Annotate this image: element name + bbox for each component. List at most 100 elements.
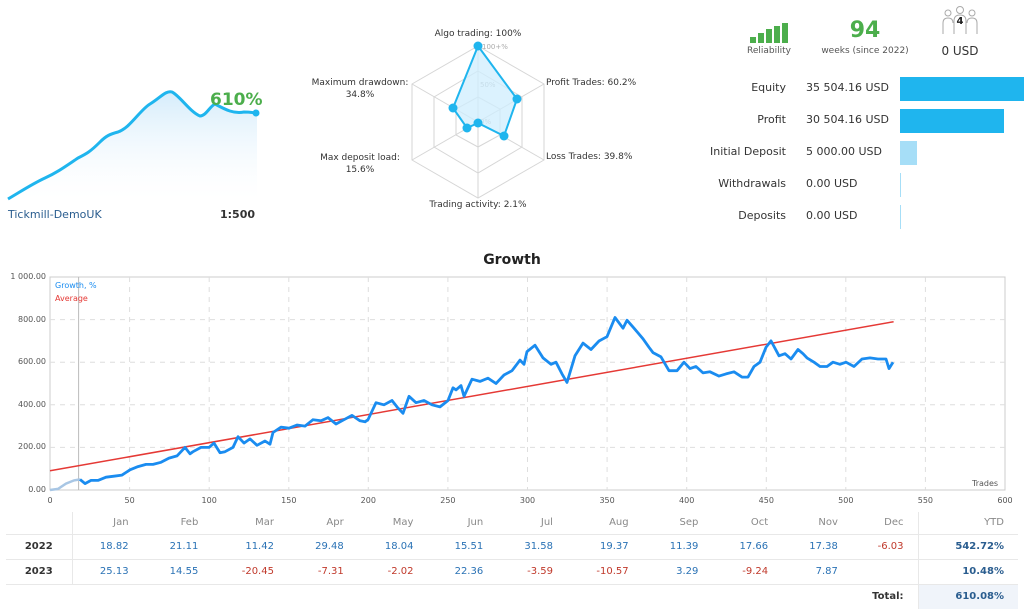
financial-label: Withdrawals [718,177,786,190]
month-cell[interactable]: 3.29 [642,558,713,584]
x-tick: 500 [838,496,854,505]
financial-value: 5 000.00 USD [806,145,882,158]
month-cell[interactable]: 14.55 [142,558,213,584]
column-header: Apr [326,517,344,529]
growth-chart[interactable]: Growth, % Average 1 000.00 800.00 600.00… [0,270,1024,510]
financial-row-withdrawals: Withdrawals 0.00 USD [700,173,1024,197]
month-cell[interactable]: 18.04 [357,533,428,559]
weeks-label: weeks (since 2022) [821,46,909,56]
total-value: 610.08% [917,583,1018,609]
year-cell: 2023 [6,558,73,584]
month-cell[interactable]: -3.59 [497,558,567,584]
financial-bar-equity [900,77,1024,101]
radar-label-max-deposit-load-value: 15.6% [345,165,375,175]
column-header-ytd: YTD [917,512,1018,534]
x-tick: 200 [360,496,376,505]
subscribers-icon [942,6,978,34]
month-cell[interactable]: 15.51 [427,533,498,559]
column-header: Oct [750,517,769,529]
radar-chart: 100+% 50% 0% Algo trading: 100% Profit T… [300,20,650,220]
reliability-label: Reliability [747,46,791,56]
mini-growth-sparkline [7,90,260,201]
month-cell[interactable]: -9.24 [712,558,783,584]
month-cell[interactable]: -10.57 [566,558,643,584]
y-tick: 400.00 [18,400,46,409]
month-cell [851,558,918,584]
financial-bar-withdrawals [900,173,901,197]
financial-row-deposits: Deposits 0.00 USD [700,205,1024,229]
month-cell[interactable]: 21.11 [142,533,213,559]
financial-label: Profit [757,113,786,126]
legend-growth[interactable]: Growth, % [55,281,97,290]
weeks-value: 94 [849,18,881,43]
month-cell[interactable]: -7.31 [287,558,358,584]
financial-value: 0.00 USD [806,209,858,222]
x-tick: 450 [758,496,774,505]
subscribers-value: 0 USD [941,44,979,58]
monthly-returns-table: Jan Feb Mar Apr May Jun Jul Aug Sep Oct … [6,512,1018,609]
legend-average[interactable]: Average [55,294,88,303]
table-row-2022: 2022 18.82 21.11 11.42 29.48 18.04 15.51… [6,533,1018,559]
month-cell[interactable]: 22.36 [427,558,498,584]
column-header: Sep [679,517,699,529]
financial-value: 35 504.16 USD [806,81,889,94]
mini-endpoint-dot [252,109,260,117]
broker-server-name[interactable]: Tickmill-DemoUK [8,208,102,221]
ytd-cell: 542.72% [917,533,1018,559]
month-cell[interactable]: -20.45 [212,558,288,584]
month-cell[interactable]: 29.48 [287,533,358,559]
month-cell[interactable]: 31.58 [497,533,567,559]
month-cell[interactable]: -2.02 [357,558,428,584]
financial-label: Deposits [738,209,786,222]
reliability-bars-icon [750,23,788,43]
month-cell[interactable]: 18.82 [72,533,143,559]
month-cell[interactable]: 17.38 [782,533,852,559]
month-cell[interactable]: 7.87 [782,558,852,584]
y-tick: 0.00 [28,485,46,494]
month-cell[interactable]: 11.42 [212,533,288,559]
growth-chart-svg [49,276,1006,492]
month-cell[interactable]: 17.66 [712,533,783,559]
column-header: Feb [180,517,199,529]
x-tick: 0 [47,496,53,505]
financial-bar-initial-deposit [900,141,917,165]
month-cell[interactable]: 25.13 [72,558,143,584]
ytd-cell: 10.48% [917,558,1018,584]
column-header: May [392,517,414,529]
radar-chart-svg: 100+% 50% 0% [411,41,545,199]
column-header: Mar [255,517,274,529]
x-axis-label: Trades [972,479,999,488]
radar-label-max-deposit-load: Max deposit load: 15.6% [310,152,410,176]
financial-row-profit: Profit 30 504.16 USD [700,109,1024,133]
financial-row-initial-deposit: Initial Deposit 5 000.00 USD [700,141,1024,165]
total-label: Total: [6,583,918,609]
mini-growth-percent: 610% [210,90,263,110]
month-cell[interactable]: -6.03 [851,533,918,559]
x-tick: 100 [201,496,217,505]
growth-line-pre-history [49,478,81,492]
financial-label: Equity [751,81,786,94]
mini-growth-widget[interactable]: 610% Tickmill-DemoUK 1:500 [0,80,270,230]
reliability-indicator[interactable]: Reliability [745,22,801,62]
y-tick: 800.00 [18,315,46,324]
month-cell[interactable]: 19.37 [566,533,643,559]
column-header: Jul [540,517,553,529]
radar-label-profit-trades: Profit Trades: 60.2% [546,78,637,88]
radar-label-algo-trading: Algo trading: 100% [434,29,522,39]
financial-value: 0.00 USD [806,177,858,190]
subscribers-stat[interactable]: 4 0 USD [930,6,990,62]
x-tick: 550 [917,496,934,505]
radar-label-max-drawdown-title: Maximum drawdown: [311,78,409,88]
month-cell[interactable]: 11.39 [642,533,713,559]
year-cell: 2022 [6,533,73,559]
table-header-row: Jan Feb Mar Apr May Jun Jul Aug Sep Oct … [6,512,1018,534]
column-header-year [6,512,73,534]
financial-value: 30 504.16 USD [806,113,889,126]
column-header: Jan [113,517,129,529]
growth-line [79,316,895,486]
financial-row-equity: Equity 35 504.16 USD [700,77,1024,101]
column-header: Dec [884,517,904,529]
y-tick: 600.00 [18,357,46,366]
radar-label-max-deposit-load-title: Max deposit load: [320,153,400,163]
growth-chart-title: Growth [483,252,541,268]
